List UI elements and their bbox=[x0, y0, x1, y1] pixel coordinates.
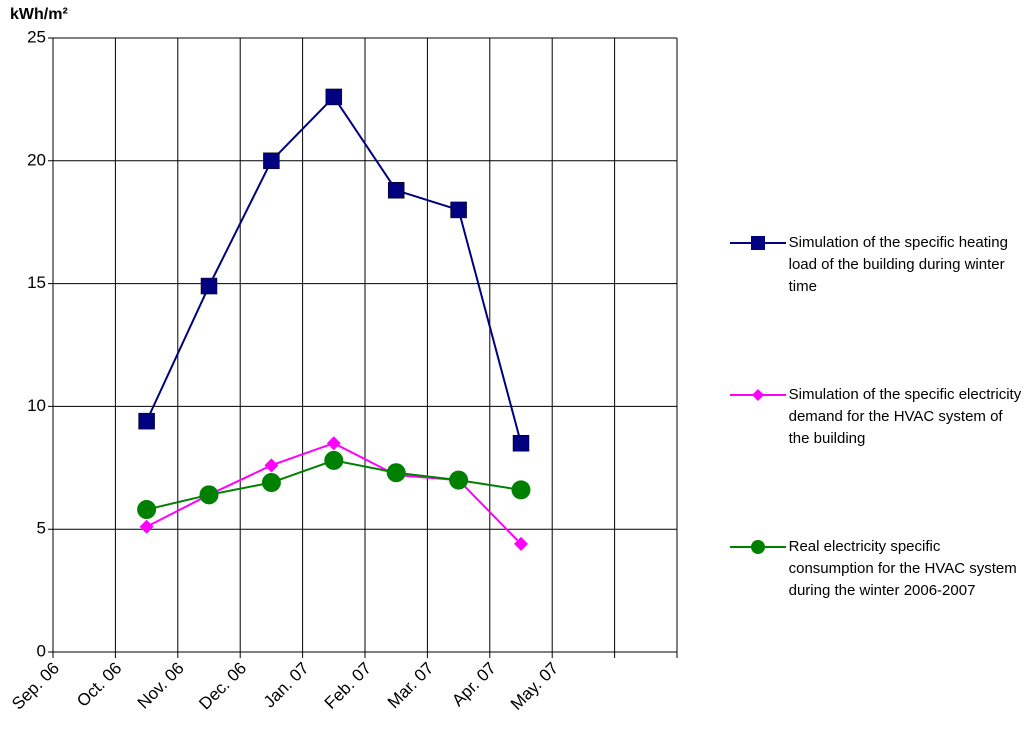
y-axis-label: kWh/m² bbox=[10, 6, 68, 23]
legend-label: Simulation of the specific heating load … bbox=[788, 234, 1008, 295]
marker bbox=[137, 500, 157, 520]
x-tick-label: Nov. 06 bbox=[134, 659, 188, 713]
marker bbox=[325, 88, 343, 106]
marker bbox=[386, 463, 406, 483]
marker bbox=[324, 450, 344, 470]
marker bbox=[199, 485, 219, 505]
marker bbox=[263, 152, 280, 170]
y-tick-label: 25 bbox=[27, 27, 46, 46]
legend-label: Real electricity specific consumption fo… bbox=[788, 538, 1017, 599]
x-tick-label: Jan. 07 bbox=[260, 659, 313, 712]
y-tick-label: 5 bbox=[37, 519, 46, 538]
legend-swatch bbox=[730, 540, 786, 554]
y-tick-label: 10 bbox=[27, 396, 46, 415]
marker bbox=[450, 201, 467, 219]
marker bbox=[387, 182, 405, 199]
legend-marker bbox=[752, 389, 764, 401]
y-tick-label: 20 bbox=[27, 150, 46, 169]
x-tick-label: Sep. 06 bbox=[8, 659, 63, 714]
x-tick-label: Feb. 07 bbox=[321, 659, 375, 713]
x-tick-label: Dec. 06 bbox=[195, 659, 250, 714]
legend-entry: Simulation of the specific heating load … bbox=[730, 234, 1025, 298]
legend-entry: Simulation of the specific electricity d… bbox=[730, 386, 1025, 450]
marker bbox=[512, 434, 530, 452]
marker bbox=[138, 412, 155, 430]
legend-marker bbox=[751, 236, 765, 250]
x-tick-label: Oct. 06 bbox=[73, 659, 125, 711]
x-tick-label: May. 07 bbox=[507, 659, 562, 714]
legend-label: Simulation of the specific electricity d… bbox=[788, 386, 1022, 447]
y-tick-label: 0 bbox=[37, 641, 46, 660]
x-tick-label: Mar. 07 bbox=[384, 659, 438, 713]
x-tick-label: Apr. 07 bbox=[448, 659, 500, 711]
series-line bbox=[145, 95, 522, 444]
marker bbox=[511, 480, 531, 500]
legend-entry: Real electricity specific consumption fo… bbox=[730, 538, 1025, 602]
marker bbox=[139, 519, 154, 534]
legend-marker bbox=[751, 540, 765, 554]
y-tick-label: 15 bbox=[27, 273, 46, 292]
marker bbox=[326, 436, 341, 451]
marker bbox=[261, 473, 281, 493]
legend-swatch bbox=[730, 389, 786, 401]
marker bbox=[200, 277, 218, 295]
marker bbox=[514, 536, 528, 551]
marker bbox=[264, 458, 279, 473]
legend-swatch bbox=[730, 236, 786, 250]
marker bbox=[449, 470, 469, 490]
